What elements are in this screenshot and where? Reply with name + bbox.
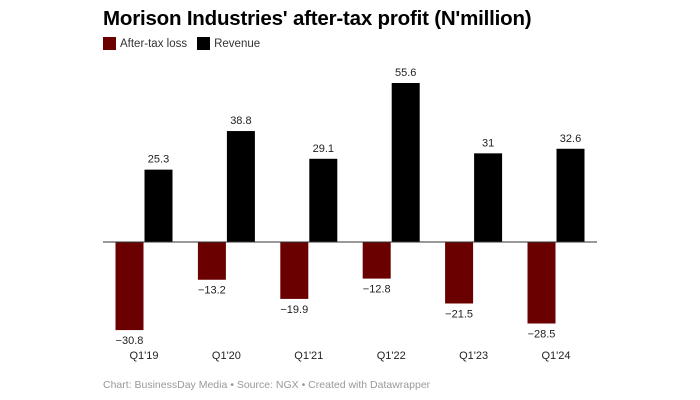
legend-label-loss: After-tax loss — [120, 37, 188, 50]
data-label-revenue: 25.3 — [148, 154, 169, 166]
x-tick-label: Q1'23 — [459, 350, 488, 362]
legend-item-revenue: Revenue — [197, 37, 260, 50]
data-label-loss: −13.2 — [198, 285, 226, 297]
x-tick-label: Q1'24 — [541, 350, 570, 362]
legend-label-revenue: Revenue — [214, 37, 261, 50]
legend-item-loss: After-tax loss — [103, 37, 187, 50]
bar-loss — [445, 242, 474, 304]
data-label-loss: −19.9 — [280, 304, 308, 316]
data-label-revenue: 32.6 — [560, 133, 581, 145]
x-tick-label: Q1'19 — [129, 350, 158, 362]
bar-loss — [362, 242, 391, 279]
bar-loss — [280, 242, 309, 299]
data-label-loss: −12.8 — [363, 284, 391, 296]
chart-footer: Chart: BusinessDay Media • Source: NGX •… — [103, 379, 431, 391]
legend: After-tax loss Revenue — [103, 37, 260, 50]
data-label-loss: −28.5 — [528, 329, 556, 341]
bar-revenue — [556, 148, 585, 242]
chart-title: Morison Industries' after-tax profit (N'… — [103, 7, 532, 30]
data-label-revenue: 38.8 — [230, 115, 251, 127]
bar-loss — [527, 242, 556, 324]
legend-swatch-loss — [103, 37, 116, 50]
bar-loss — [115, 242, 144, 331]
bar-loss — [197, 242, 226, 280]
bar-revenue — [144, 169, 173, 242]
data-label-revenue: 29.1 — [313, 143, 334, 155]
bar-revenue — [474, 153, 503, 242]
bar-revenue — [226, 131, 255, 242]
bar-revenue — [309, 158, 338, 242]
x-tick-label: Q1'20 — [212, 350, 241, 362]
x-tick-label: Q1'22 — [377, 350, 406, 362]
bar-revenue — [391, 83, 420, 242]
x-tick-label: Q1'21 — [294, 350, 323, 362]
data-label-loss: −21.5 — [445, 308, 473, 320]
data-label-revenue: 31 — [482, 137, 494, 149]
legend-swatch-revenue — [197, 37, 211, 50]
data-label-revenue: 55.6 — [395, 67, 416, 79]
data-label-loss: −30.8 — [116, 335, 144, 347]
